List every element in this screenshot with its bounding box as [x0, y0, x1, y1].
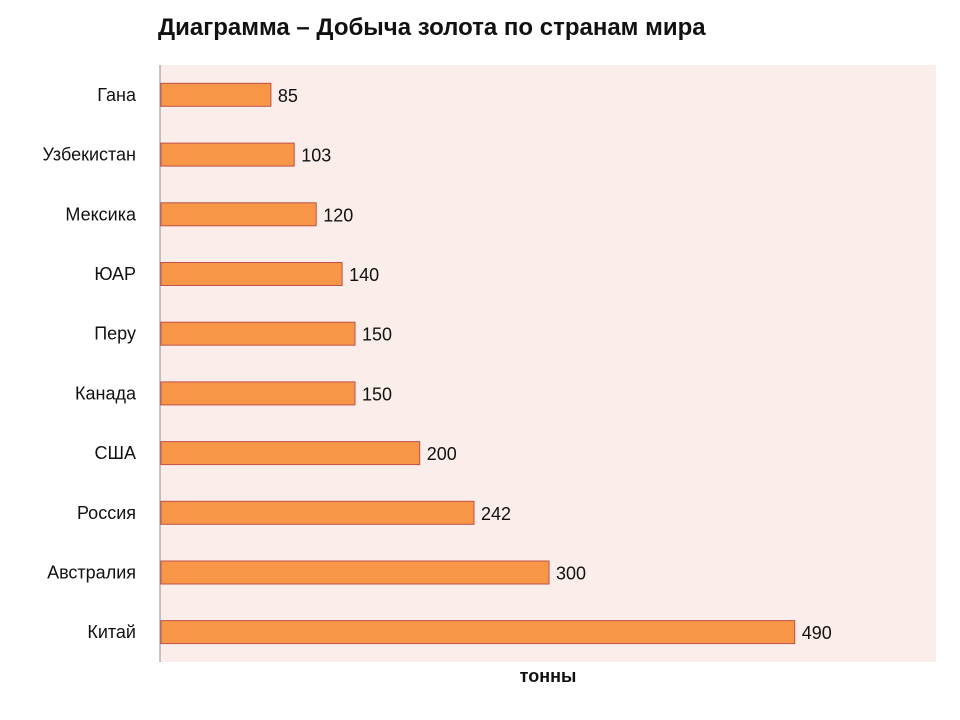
- data-label: 140: [349, 265, 379, 285]
- bar: [160, 620, 796, 645]
- bar: [160, 142, 295, 167]
- category-label: Узбекистан: [42, 145, 136, 165]
- category-label: США: [94, 443, 136, 463]
- bars-layer: [160, 82, 796, 645]
- category-label: Россия: [77, 503, 136, 523]
- bar: [160, 381, 356, 406]
- data-label: 490: [802, 623, 832, 643]
- data-label: 120: [323, 205, 353, 225]
- data-label: 150: [362, 325, 392, 345]
- category-label: ЮАР: [94, 264, 136, 284]
- chart-title: Диаграмма – Добыча золота по странам мир…: [158, 14, 706, 41]
- data-label: 242: [481, 504, 511, 524]
- bar: [160, 202, 317, 227]
- category-label: Мексика: [65, 204, 137, 224]
- data-label: 300: [556, 564, 586, 584]
- category-label: Перу: [94, 324, 136, 344]
- data-label: 103: [301, 146, 331, 166]
- data-label: 200: [427, 444, 457, 464]
- labels-layer: Гана 85 Узбекистан 103 Мексика 120 ЮАР 140 Перу 1…: [42, 85, 831, 643]
- x-axis-label: тонны: [519, 666, 577, 686]
- bar: [160, 500, 475, 525]
- data-label: 85: [278, 86, 298, 106]
- bar: [160, 321, 356, 346]
- bar: [160, 560, 550, 585]
- category-label: Китай: [87, 622, 136, 642]
- bar: [160, 441, 421, 466]
- category-label: Австралия: [47, 563, 136, 583]
- bar: [160, 82, 272, 107]
- bar: [160, 262, 343, 286]
- data-label: 150: [362, 384, 392, 404]
- category-label: Гана: [97, 85, 137, 105]
- category-label: Канада: [75, 383, 137, 403]
